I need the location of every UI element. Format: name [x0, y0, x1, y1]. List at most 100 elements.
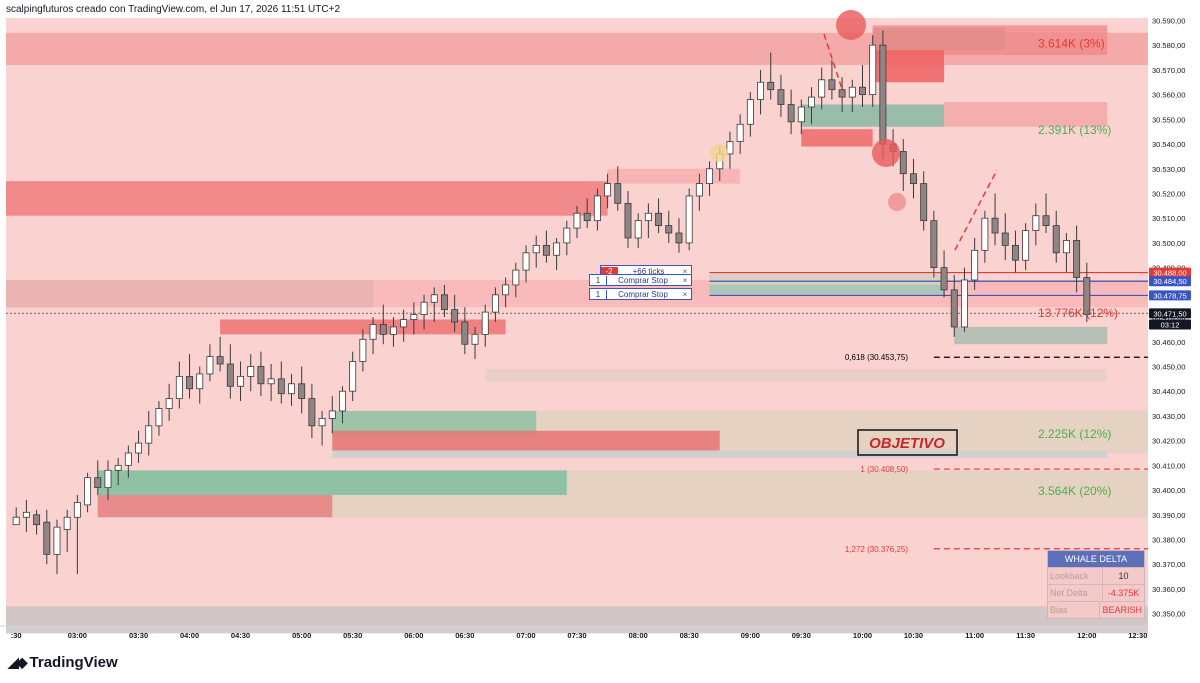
candle-body [33, 514, 41, 526]
candle-body [940, 267, 948, 291]
order-label: Comprar Stop [618, 289, 668, 299]
price-tag [1149, 267, 1191, 278]
candle-body [797, 106, 805, 123]
candle-body [736, 123, 744, 142]
close-icon[interactable]: × [682, 275, 688, 285]
y-tick-label: 30.380,00 [1152, 535, 1185, 544]
whale-key: Net Delta [1048, 585, 1103, 601]
tradingview-logo: ◢◆ TradingView [8, 654, 118, 671]
candle-body [604, 183, 612, 197]
candle-body [206, 356, 214, 375]
candle-body [288, 383, 295, 395]
candle-body [104, 469, 112, 488]
x-tick-label: 09:30 [792, 631, 811, 640]
candle-body [879, 44, 887, 145]
sell-marker-circle [836, 10, 866, 40]
candle-body [848, 86, 856, 98]
candle-body [1083, 277, 1091, 315]
candle-body [869, 44, 877, 96]
candle-body [420, 301, 428, 315]
y-tick-label: 30.590,00 [1152, 16, 1185, 25]
whale-key: Bias [1048, 602, 1101, 618]
candle-body [339, 390, 346, 412]
liquidity-zone [332, 450, 1108, 458]
liquidity-zone [801, 104, 945, 127]
order-badge: -2 [601, 266, 618, 276]
candle-body [573, 212, 581, 229]
x-tick-label: 08:00 [629, 631, 648, 640]
trend-dashed-line [954, 169, 998, 251]
close-icon[interactable]: × [682, 289, 688, 299]
candle-body [1062, 240, 1070, 254]
candle-body [1052, 225, 1060, 254]
candle-body [859, 86, 866, 96]
candle-body [624, 202, 632, 239]
y-tick-label: 30.390,00 [1152, 511, 1185, 520]
x-tick-label: 08:30 [680, 631, 699, 640]
liquidity-zone [332, 430, 720, 451]
candle-body [22, 511, 30, 518]
buy-stop-order[interactable]: 1 Comprar Stop × [589, 288, 692, 300]
candle-body [553, 242, 561, 256]
candle-body [777, 89, 785, 105]
candle-body [787, 104, 795, 123]
candle-body [695, 183, 703, 197]
y-tick-label: 30.370,00 [1152, 560, 1185, 569]
y-tick-label: 30.430,00 [1152, 412, 1185, 421]
y-tick-label: 30.520,00 [1152, 189, 1185, 198]
candle-body [583, 212, 591, 222]
candle-body [512, 269, 520, 286]
order-label: Comprar Stop [618, 275, 668, 285]
candle-body [767, 81, 775, 91]
y-tick-label: 30.510,00 [1152, 214, 1185, 223]
candle-body [491, 294, 499, 313]
whale-row: Bias BEARISH [1048, 601, 1144, 618]
x-tick-label: 11:00 [965, 631, 984, 640]
sell-marker-circle [888, 193, 906, 211]
liquidity-zone [220, 319, 506, 335]
whale-value: -4.375K [1107, 588, 1140, 598]
y-tick-label: 30.500,00 [1152, 239, 1185, 248]
x-tick-label: 10:00 [853, 631, 872, 640]
target-label: 3.614K (3%) [1038, 37, 1105, 51]
sell-marker-circle [872, 139, 900, 167]
x-tick-label: 04:00 [180, 631, 199, 640]
candle-body [1022, 230, 1030, 261]
brand-name: TradingView [29, 654, 118, 671]
candle-body [43, 521, 51, 555]
candle-body [675, 232, 683, 244]
candle-body [1032, 215, 1040, 231]
candle-body [818, 79, 826, 98]
price-tag [1149, 319, 1191, 330]
target-label: 3.564K (20%) [1038, 484, 1111, 498]
candle-body [471, 333, 479, 345]
x-tick-label: :30 [11, 631, 22, 640]
candle-body [369, 324, 377, 340]
candle-body [644, 212, 652, 222]
candle-body [63, 516, 71, 531]
whale-value: BEARISH [1102, 605, 1142, 615]
liquidity-zone [485, 368, 1108, 382]
whale-delta-title: WHALE DELTA [1048, 551, 1144, 567]
candle-body [655, 212, 663, 227]
close-icon[interactable]: × [682, 266, 688, 276]
candle-body [267, 378, 275, 385]
candle-body [379, 324, 387, 335]
candle-body [532, 244, 540, 254]
candle-body [726, 141, 734, 155]
candle-body [461, 321, 469, 345]
candle-body [277, 378, 285, 395]
candle-body [563, 227, 571, 244]
candle-body [634, 220, 642, 239]
whale-delta-panel: WHALE DELTA Lookback 10 Net Delta -4.375… [1047, 550, 1145, 619]
buy-stop-order[interactable]: 1 Comprar Stop × [589, 274, 692, 286]
objective-label: OBJETIVO [857, 429, 958, 456]
candle-body [84, 477, 92, 506]
candle-body [94, 477, 102, 488]
candle-body [838, 89, 846, 98]
candle-body [899, 151, 907, 175]
candle-body [135, 442, 143, 454]
trend-dashed-line [823, 33, 844, 93]
whale-row: Lookback 10 [1048, 567, 1144, 584]
